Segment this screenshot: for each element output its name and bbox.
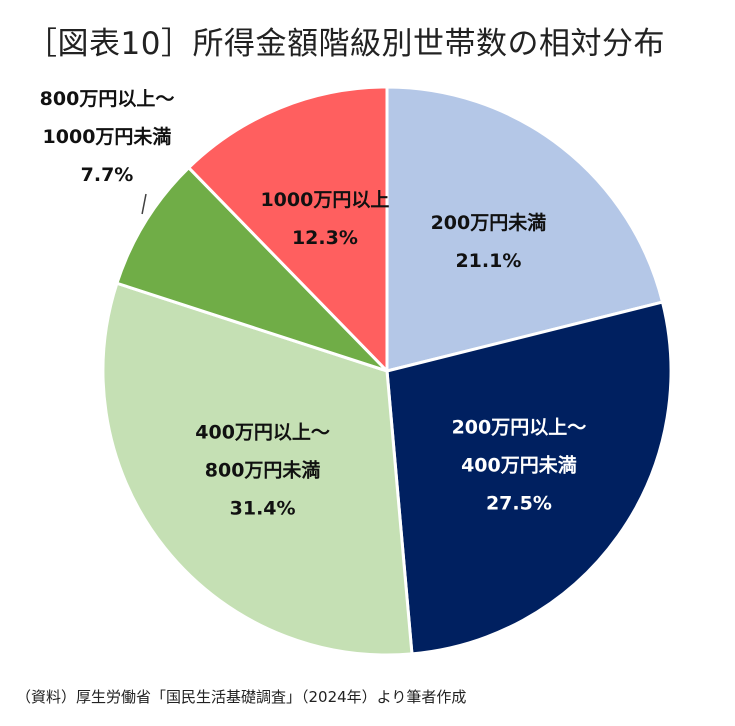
slice-value-label-5: 12.3% (292, 227, 358, 249)
slice-value-label-3: 31.4% (230, 498, 296, 520)
slice-category-label-4: 1000万円未満 (43, 125, 172, 148)
slice-category-label-2: 400万円未満 (461, 454, 577, 477)
pie-slice-3 (101, 281, 414, 657)
pie-labels: 200万円未満 21.1% 200万円以上～ 400万円未満 27.5% 400万円以上～… (40, 88, 587, 520)
leader-line-4 (141, 193, 147, 215)
chart-title: ［図表10］所得金額階級別世帯数の相対分布 (26, 26, 665, 62)
pie-slice-2 (385, 300, 673, 656)
slice-category-label-2: 200万円以上～ (452, 417, 587, 439)
slice-category-label-3: 800万円未満 (205, 459, 321, 482)
pie-slices (101, 85, 673, 657)
pie-slice-1 (385, 85, 665, 373)
slice-value-label-1: 21.1% (455, 250, 521, 272)
slice-value-label-2: 27.5% (486, 493, 552, 515)
slice-category-label-1: 200万円未満 (431, 211, 547, 234)
source-note: （資料）厚生労働省「国民生活基礎調査」（2024年）より筆者作成 (16, 688, 467, 706)
slice-category-label-4: 800万円以上～ (40, 88, 175, 110)
slice-category-label-5: 1000万円以上 (260, 189, 389, 211)
slice-category-label-3: 400万円以上～ (195, 422, 330, 444)
pie-slice-4 (115, 166, 389, 373)
pie-slice-5 (187, 85, 389, 373)
slice-value-label-4: 7.7% (81, 164, 134, 186)
